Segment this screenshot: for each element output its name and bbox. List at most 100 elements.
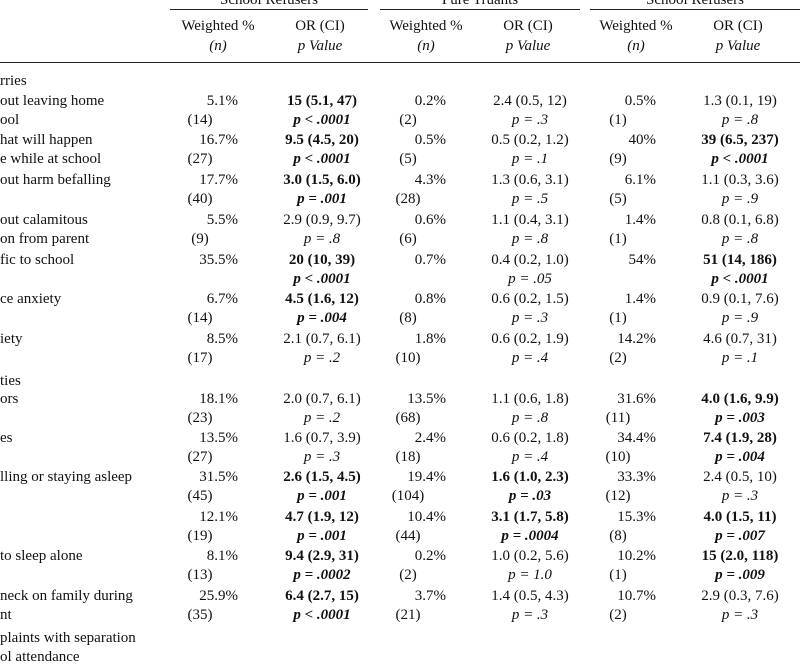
p-value: p = .007 xyxy=(715,528,765,544)
p-value: p = .03 xyxy=(508,488,552,504)
group-rule-3 xyxy=(590,9,800,10)
odds-ratio: 0.6 (0.2, 1.5) xyxy=(491,291,569,307)
col-header-weighted-1: Weighted % xyxy=(181,18,255,34)
weighted-percent: 16.7% xyxy=(199,132,238,148)
weighted-percent: 13.5% xyxy=(407,391,446,407)
odds-ratio: 0.6 (0.2, 1.8) xyxy=(491,430,569,446)
p-value: p = .3 xyxy=(721,488,759,504)
p-value: p = .8 xyxy=(511,231,549,247)
p-value: p = .05 xyxy=(508,271,552,287)
odds-ratio: 0.6 (0.2, 1.9) xyxy=(491,331,569,347)
odds-ratio: 2.9 (0.9, 9.7) xyxy=(283,212,361,228)
p-value: p = .1 xyxy=(721,350,759,366)
count-n: (9) xyxy=(191,231,209,247)
weighted-percent: 5.5% xyxy=(206,212,238,228)
weighted-percent: 0.2% xyxy=(414,93,446,109)
count-n: (23) xyxy=(187,410,213,426)
count-n: (27) xyxy=(187,151,213,167)
weighted-percent: 18.1% xyxy=(199,391,238,407)
row-label-cont: nt xyxy=(0,607,12,623)
count-n: (2) xyxy=(609,350,627,366)
p-value: p = .2 xyxy=(303,410,341,426)
weighted-percent: 13.5% xyxy=(199,430,238,446)
row-label: neck on family during xyxy=(0,588,133,604)
p-value: p = .3 xyxy=(721,607,759,623)
col-header-or-1: OR (CI) xyxy=(295,18,345,34)
row-label-cont: e while at school xyxy=(0,151,102,167)
p-value: p = .8 xyxy=(303,231,341,247)
weighted-percent: 40% xyxy=(628,132,657,148)
p-value: p < .0001 xyxy=(293,112,351,128)
weighted-percent: 0.5% xyxy=(624,93,656,109)
weighted-percent: 0.8% xyxy=(414,291,446,307)
odds-ratio: 0.8 (0.1, 6.8) xyxy=(701,212,779,228)
row-label: out calamitous xyxy=(0,212,88,228)
p-value: p < .0001 xyxy=(711,271,769,287)
odds-ratio: 20 (10, 39) xyxy=(288,252,356,268)
odds-ratio: 3.0 (1.5, 6.0) xyxy=(283,172,361,188)
weighted-percent: 14.2% xyxy=(617,331,656,347)
count-n: (1) xyxy=(609,231,627,247)
count-n: (2) xyxy=(399,112,417,128)
count-n: (35) xyxy=(187,607,213,623)
count-n: (44) xyxy=(395,528,421,544)
odds-ratio: 0.9 (0.1, 7.6) xyxy=(701,291,779,307)
p-value: p < .0001 xyxy=(293,151,351,167)
odds-ratio: 2.4 (0.5, 12) xyxy=(493,93,567,109)
count-n: (2) xyxy=(399,567,417,583)
col-header-weighted-3: Weighted % xyxy=(599,18,673,34)
p-value: p = .0002 xyxy=(293,567,351,583)
group-title-3: School Refusers xyxy=(646,0,744,8)
count-n: (14) xyxy=(187,112,213,128)
odds-ratio: 2.4 (0.5, 10) xyxy=(703,469,777,485)
count-n: (8) xyxy=(609,528,627,544)
p-value: p = .3 xyxy=(511,310,549,326)
p-value: p = .4 xyxy=(511,449,549,465)
col-header-p-1: p Value xyxy=(297,38,343,54)
weighted-percent: 1.8% xyxy=(414,331,446,347)
odds-ratio: 51 (14, 186) xyxy=(703,252,777,268)
weighted-percent: 5.1% xyxy=(206,93,238,109)
count-n: (14) xyxy=(187,310,213,326)
odds-ratio: 15 (5.1, 47) xyxy=(287,93,357,109)
count-n: (1) xyxy=(609,567,627,583)
weighted-percent: 10.4% xyxy=(407,509,446,525)
count-n: (1) xyxy=(609,112,627,128)
count-n: (11) xyxy=(605,410,631,426)
p-value: p = .001 xyxy=(297,528,347,544)
row-label-cont: on from parent xyxy=(0,231,90,247)
weighted-percent: 35.5% xyxy=(199,252,238,268)
count-n: (8) xyxy=(399,310,417,326)
odds-ratio: 0.4 (0.2, 1.0) xyxy=(491,252,569,268)
weighted-percent: 12.1% xyxy=(199,509,238,525)
p-value: p < .0001 xyxy=(711,151,769,167)
weighted-percent: 10.2% xyxy=(617,548,656,564)
count-n: (12) xyxy=(605,488,631,504)
count-n: (5) xyxy=(609,191,627,207)
count-n: (19) xyxy=(187,528,213,544)
weighted-percent: 31.5% xyxy=(199,469,238,485)
odds-ratio: 3.1 (1.7, 5.8) xyxy=(491,509,569,525)
row-label: lling or staying asleep xyxy=(0,469,133,485)
row-label: es xyxy=(0,430,13,446)
count-n: (40) xyxy=(187,191,213,207)
p-value: p = .8 xyxy=(721,231,759,247)
weighted-percent: 6.7% xyxy=(206,291,238,307)
weighted-percent: 25.9% xyxy=(199,588,238,604)
weighted-percent: 33.3% xyxy=(617,469,656,485)
count-n: (10) xyxy=(605,449,631,465)
row-label: to sleep alone xyxy=(0,548,83,564)
odds-ratio: 15 (2.0, 118) xyxy=(701,548,779,564)
row-label: iety xyxy=(0,331,23,347)
p-value: p = .0004 xyxy=(501,528,559,544)
odds-ratio: 39 (6.5, 237) xyxy=(701,132,779,148)
p-value: p = 1.0 xyxy=(508,567,552,583)
odds-ratio: 4.0 (1.5, 11) xyxy=(703,509,777,525)
weighted-percent: 17.7% xyxy=(199,172,238,188)
group-rule-2 xyxy=(380,9,580,10)
count-n: (45) xyxy=(187,488,213,504)
weighted-percent: 2.4% xyxy=(414,430,446,446)
weighted-percent: 1.4% xyxy=(624,212,656,228)
count-n: (1) xyxy=(609,310,627,326)
col-header-or-3: OR (CI) xyxy=(713,18,763,34)
